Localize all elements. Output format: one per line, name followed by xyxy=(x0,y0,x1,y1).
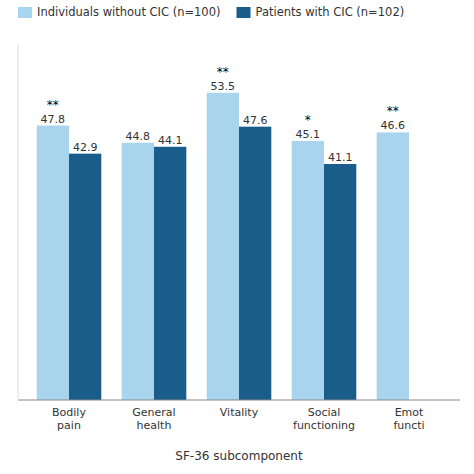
significance-marker: * xyxy=(305,113,311,127)
x-tick-label: Vitality xyxy=(220,406,259,419)
x-tick-label: Bodilypain xyxy=(52,406,86,432)
x-axis-label: SF-36 subcomponent xyxy=(175,449,303,463)
legend-swatch xyxy=(237,7,251,18)
data-label: 44.8 xyxy=(126,130,151,143)
data-label: 46.6 xyxy=(381,119,406,132)
data-label: 45.1 xyxy=(296,128,321,141)
legend-label: Patients with CIC (n=102) xyxy=(256,5,405,19)
legend-label: Individuals without CIC (n=100) xyxy=(37,5,221,19)
significance-marker: ** xyxy=(47,98,59,112)
bar xyxy=(324,164,356,400)
chart-container: 47.8**44.853.5**45.1*46.6**42.944.147.64… xyxy=(0,0,474,474)
data-label: 42.9 xyxy=(73,141,98,154)
data-label: 47.6 xyxy=(243,114,268,127)
y-axis-line xyxy=(18,44,19,400)
legend-swatch xyxy=(18,7,32,18)
bar xyxy=(154,147,186,400)
bar xyxy=(377,132,409,400)
legend: Individuals without CIC (n=100) Patients … xyxy=(18,5,404,19)
legend-item: Individuals without CIC (n=100) xyxy=(18,5,221,19)
bar xyxy=(239,127,271,400)
labels: 47.8**44.853.5**45.1*46.6**42.944.147.64… xyxy=(41,65,406,164)
x-tick-label: Emotfuncti xyxy=(393,406,424,432)
bar xyxy=(37,126,69,400)
x-tick-label: Socialfunctioning xyxy=(293,406,355,432)
significance-marker: ** xyxy=(217,65,229,79)
legend-item: Patients with CIC (n=102) xyxy=(237,5,405,19)
bar xyxy=(122,143,154,400)
data-label: 41.1 xyxy=(328,151,353,164)
data-label: 44.1 xyxy=(158,134,183,147)
x-tick-label: Generalhealth xyxy=(132,406,175,432)
bar xyxy=(207,93,239,400)
x-axis-line xyxy=(18,400,460,401)
plot-area xyxy=(37,93,409,400)
significance-marker: ** xyxy=(387,104,399,118)
data-label: 53.5 xyxy=(211,80,236,93)
background xyxy=(0,0,474,474)
data-label: 47.8 xyxy=(41,113,66,126)
bar xyxy=(292,141,324,400)
chart: 47.8**44.853.5**45.1*46.6**42.944.147.64… xyxy=(0,0,474,474)
bar xyxy=(69,154,101,400)
